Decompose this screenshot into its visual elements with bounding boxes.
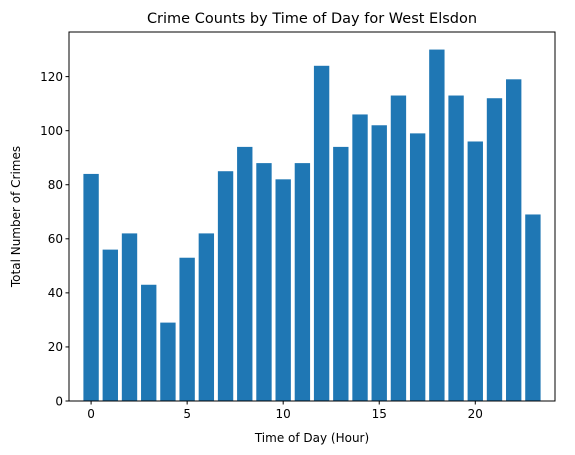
bar-hour-23: [525, 214, 541, 401]
y-tick-label: 100: [40, 124, 63, 138]
x-tick-label: 5: [183, 407, 191, 421]
y-tick-label: 60: [48, 232, 63, 246]
bar-hour-2: [121, 233, 138, 401]
bar-hour-5: [179, 257, 195, 401]
bar-hour-12: [313, 65, 330, 402]
bar-hour-8: [237, 146, 253, 401]
bar-hour-19: [448, 95, 464, 402]
bar-hour-1: [102, 249, 118, 401]
y-tick-label: 0: [55, 394, 63, 408]
y-tick-label: 120: [40, 70, 63, 84]
bar-hour-0: [83, 173, 99, 401]
bar-hour-21: [486, 98, 503, 401]
bar-hour-6: [198, 233, 215, 401]
bar-hour-17: [409, 133, 426, 401]
bar-hour-10: [275, 179, 291, 401]
bar-hour-15: [371, 125, 387, 401]
y-tick-label: 40: [48, 286, 63, 300]
chart-title: Crime Counts by Time of Day for West Els…: [147, 11, 477, 27]
bar-hour-22: [506, 79, 522, 402]
x-tick-label: 10: [276, 407, 291, 421]
y-tick-label: 20: [48, 340, 63, 354]
y-axis-label: Total Number of Crimes: [9, 146, 23, 288]
x-tick-label: 0: [87, 407, 95, 421]
bar-hour-16: [390, 95, 407, 402]
bar-hour-18: [429, 49, 445, 401]
x-tick-label: 20: [468, 407, 483, 421]
bar-hour-3: [141, 284, 157, 401]
x-axis-label: Time of Day (Hour): [254, 431, 369, 445]
bars-group: [83, 49, 541, 402]
bar-hour-9: [256, 163, 272, 401]
bar-hour-13: [333, 146, 349, 401]
y-tick-label: 80: [48, 178, 63, 192]
bar-hour-20: [467, 141, 483, 401]
x-tick-label: 15: [372, 407, 387, 421]
plot-frame: [68, 31, 556, 402]
bar-hour-7: [217, 171, 234, 401]
x-axis-ticks: 0 5 10 15 20: [87, 401, 483, 421]
bar-hour-4: [160, 322, 176, 401]
bar-hour-14: [352, 114, 368, 401]
y-axis-ticks: 0 20 40 60 80 100 120: [40, 70, 69, 408]
bar-hour-11: [294, 163, 311, 401]
